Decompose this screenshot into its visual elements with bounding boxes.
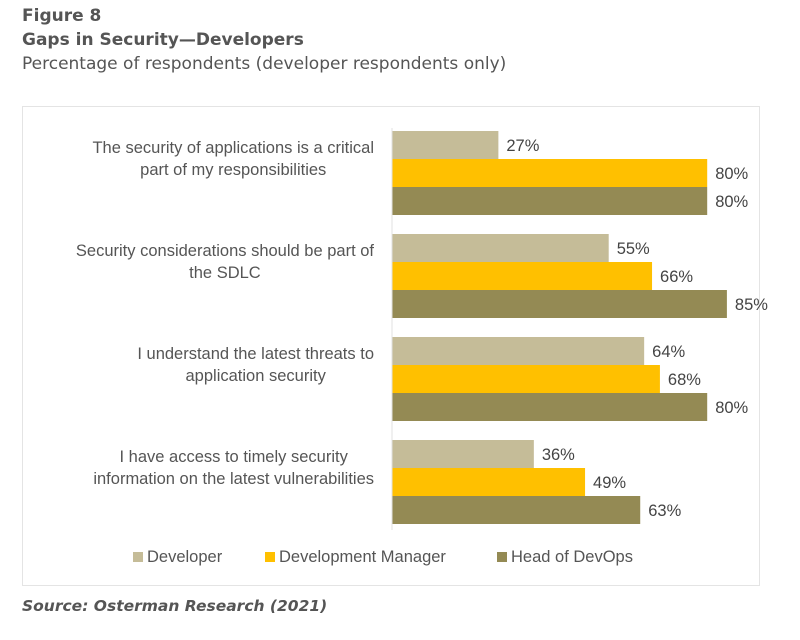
figure-label: Figure 8: [22, 6, 102, 26]
data-label: 80%: [715, 165, 748, 183]
data-label: 27%: [506, 137, 539, 155]
bar-developer: [392, 337, 645, 365]
bar-development-manager: [392, 365, 660, 393]
chart-frame: [22, 106, 760, 586]
data-label: 55%: [617, 240, 650, 258]
legend-label: Development Manager: [279, 548, 446, 566]
bar-development-manager: [392, 262, 653, 290]
bar-head-of-devops: [392, 290, 727, 318]
category-label: The security of applications is a critic…: [92, 139, 374, 179]
data-label: 80%: [715, 399, 748, 417]
data-label: 80%: [715, 193, 748, 211]
data-label: 49%: [593, 474, 626, 492]
legend-swatch: [497, 552, 507, 562]
category-label: I have access to timely security informat…: [93, 448, 374, 488]
bar-development-manager: [392, 159, 708, 187]
figure-subtitle: Percentage of respondents (developer res…: [22, 54, 507, 74]
legend-swatch: [133, 552, 143, 562]
bar-developer: [392, 234, 609, 262]
bar-head-of-devops: [392, 393, 708, 421]
legend-swatch: [265, 552, 275, 562]
category-label: Security considerations should be part o…: [76, 242, 375, 282]
legend: Developer Development Manager Head of DevO…: [133, 548, 633, 566]
bars-layer: [392, 131, 727, 524]
source-note: Source: Osterman Research (2021): [22, 597, 328, 615]
data-label: 36%: [542, 446, 575, 464]
data-label: 66%: [660, 268, 693, 286]
figure-title: Gaps in Security—Developers: [22, 30, 304, 50]
legend-label: Developer: [147, 548, 223, 566]
bar-head-of-devops: [392, 496, 641, 524]
data-label: 85%: [735, 296, 768, 314]
data-label: 68%: [668, 371, 701, 389]
bar-developer: [392, 131, 499, 159]
bar-developer: [392, 440, 534, 468]
bar-head-of-devops: [392, 187, 708, 215]
bar-development-manager: [392, 468, 586, 496]
data-label: 64%: [652, 343, 685, 361]
legend-label: Head of DevOps: [511, 548, 633, 566]
data-label: 63%: [648, 502, 681, 520]
category-label: I understand the latest threats to applic…: [137, 345, 374, 385]
labels-layer: The security of applications is a critic…: [76, 137, 768, 520]
